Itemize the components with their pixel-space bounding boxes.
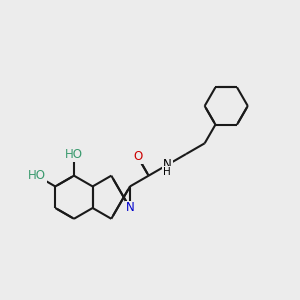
Text: N: N xyxy=(163,158,172,171)
Text: O: O xyxy=(133,151,142,164)
Text: HO: HO xyxy=(28,169,46,182)
Text: HO: HO xyxy=(65,148,83,160)
Text: H: H xyxy=(164,167,171,177)
Text: N: N xyxy=(126,202,134,214)
